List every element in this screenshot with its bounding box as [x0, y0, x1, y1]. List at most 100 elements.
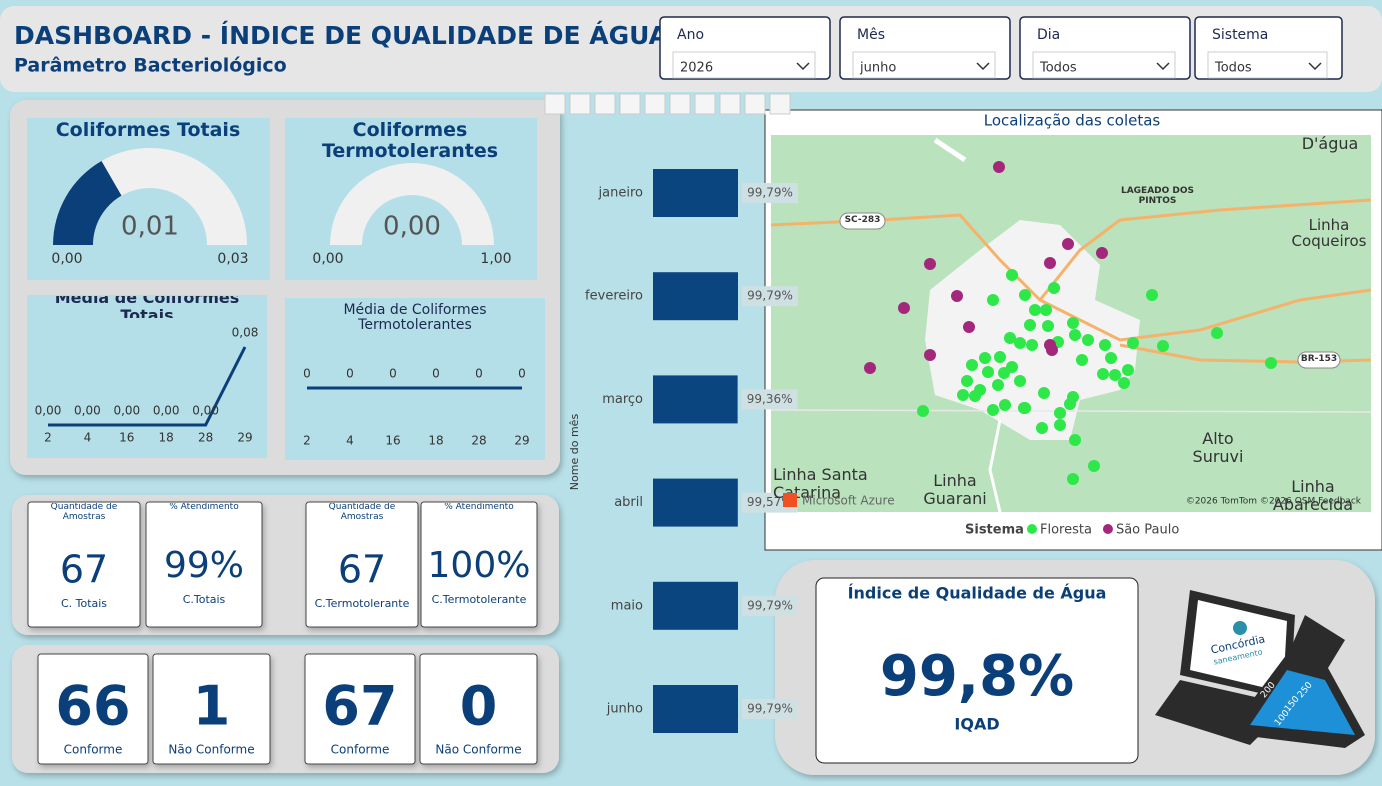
- filter-value: Todos: [1214, 61, 1252, 76]
- x-tick-label: 18: [428, 434, 443, 448]
- road-shield: [1297, 351, 1341, 369]
- toolbar-button[interactable]: [694, 93, 716, 115]
- y-tick-label: maio: [611, 598, 643, 613]
- y-axis-title: Nome do mês: [568, 414, 581, 491]
- kpi-value: 67: [338, 548, 386, 592]
- gauge-min: 0,00: [312, 251, 343, 267]
- kpi-title: Quantidade de Amostras: [50, 503, 118, 522]
- map-label-box: Linha Guarani: [923, 471, 987, 508]
- map-point: [1069, 434, 1081, 446]
- x-tick-label: 28: [198, 431, 213, 445]
- dropdown-chevron: [1308, 62, 1322, 71]
- gauge-value: 0,00: [383, 212, 441, 242]
- map-point: [1014, 337, 1026, 349]
- x-tick-label: 2: [44, 431, 52, 445]
- x-tick-label: 4: [346, 434, 354, 448]
- map-point: [1042, 320, 1054, 332]
- y-tick-label: janeiro: [598, 186, 643, 201]
- data-label: 99,79%: [747, 702, 793, 716]
- map-point: [1099, 339, 1111, 351]
- data-label: 0,08: [232, 326, 259, 340]
- data-label: 0,00: [113, 404, 140, 418]
- airport: [933, 137, 967, 163]
- kpi-title: Quantidade de Amostras: [328, 503, 396, 522]
- map-point: [1029, 304, 1041, 316]
- data-label: 0: [389, 367, 397, 381]
- dropdown-chevron: [1156, 62, 1170, 71]
- data-label: 0: [475, 367, 483, 381]
- map-label-box: Linha Coqueiros: [1292, 216, 1367, 249]
- toolbar-button[interactable]: [544, 93, 566, 115]
- filter-dropdown[interactable]: [1207, 51, 1328, 79]
- toolbar-button[interactable]: [644, 93, 666, 115]
- map-label: D'água: [1301, 134, 1359, 154]
- map-point: [1014, 375, 1026, 387]
- map-point: [1127, 337, 1139, 349]
- map-label: SC-283: [844, 215, 881, 226]
- laptop-display: [1190, 600, 1287, 692]
- map-point: [1024, 319, 1036, 331]
- toolbar-button[interactable]: [669, 93, 691, 115]
- map-label: Alto Suruvi: [1192, 429, 1244, 466]
- toolbar-button[interactable]: [619, 93, 641, 115]
- tile: [27, 295, 267, 458]
- header-subtitle: Parâmetro Bacteriológico: [14, 55, 287, 77]
- line-series: [48, 346, 247, 427]
- filter-label: Dia: [1037, 27, 1060, 43]
- gauge-title-box: Coliformes Totais: [56, 120, 241, 140]
- conformity-value: 66: [55, 675, 130, 738]
- map-label-box: Linha Abarecida: [1272, 477, 1354, 514]
- iqa-title: Índice de Qualidade de Água: [848, 584, 1107, 603]
- dynamic-layer: Ano 2026 Mês junho Dia Todos Sistema Todos Colif…: [27, 16, 1367, 765]
- toolbar-button[interactable]: [594, 93, 616, 115]
- tile: [285, 298, 545, 460]
- kpi-caption: C.Termotolerante: [315, 597, 410, 610]
- kpi-caption: C. Totais: [61, 597, 107, 610]
- road: [771, 409, 1371, 413]
- legend-title: Sistema: [965, 523, 1024, 538]
- toolbar-button[interactable]: [569, 93, 591, 115]
- map-label: Linha Guarani: [923, 471, 987, 508]
- kpi-value: 100%: [428, 545, 531, 586]
- map-point: [1062, 238, 1074, 250]
- y-tick-label: março: [602, 392, 643, 407]
- toolbar-button[interactable]: [719, 93, 741, 115]
- map-point: [1105, 352, 1117, 364]
- filter-dropdown[interactable]: [852, 51, 996, 79]
- map-point: [1044, 339, 1056, 351]
- line-title: Média de Coliformes Totais: [54, 296, 240, 318]
- gauge-min: 0,00: [51, 251, 82, 267]
- road: [1038, 198, 1371, 301]
- conformity-value: 67: [322, 675, 397, 738]
- toolbar-button[interactable]: [769, 93, 791, 115]
- map-point: [1122, 364, 1134, 376]
- kpi-card: [420, 501, 538, 628]
- map-label: Linha Abarecida: [1272, 477, 1354, 514]
- bar: [653, 478, 738, 527]
- gauge-value-arc: [53, 160, 122, 245]
- map-point: [951, 290, 963, 302]
- map-point: [1082, 334, 1094, 346]
- x-tick-label: 16: [385, 434, 400, 448]
- map-point: [1157, 340, 1169, 352]
- x-tick-label: 29: [237, 431, 252, 445]
- data-label: 99,79%: [747, 289, 793, 303]
- data-label: 0: [432, 367, 440, 381]
- kpi-title-box: % Atendimento: [444, 503, 513, 512]
- bar: [653, 685, 738, 733]
- conformity-card: [419, 653, 538, 765]
- toolbar-button[interactable]: [744, 93, 766, 115]
- map-label: LAGEADO DOS PINTOS: [1120, 186, 1195, 206]
- flask-liquid: [1250, 670, 1355, 735]
- iqa-caption: IQAD: [954, 715, 999, 734]
- data-label-bg: [742, 595, 798, 616]
- map-point: [1019, 289, 1031, 301]
- legend-label: Floresta: [1040, 523, 1092, 538]
- conformity-card: [152, 653, 271, 765]
- filter-dropdown[interactable]: [672, 51, 816, 79]
- filter-dropdown[interactable]: [1032, 51, 1176, 79]
- gauge-title: Coliformes Termotolerantes: [321, 120, 499, 162]
- map-label-box: BR-153: [1301, 354, 1337, 364]
